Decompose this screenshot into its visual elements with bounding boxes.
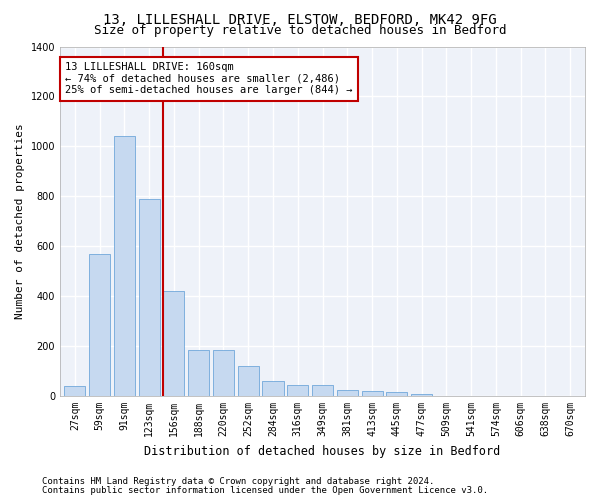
Text: 13 LILLESHALL DRIVE: 160sqm
← 74% of detached houses are smaller (2,486)
25% of : 13 LILLESHALL DRIVE: 160sqm ← 74% of det… [65,62,353,96]
Text: Contains public sector information licensed under the Open Government Licence v3: Contains public sector information licen… [42,486,488,495]
Y-axis label: Number of detached properties: Number of detached properties [15,124,25,319]
Bar [114,136,135,396]
Bar [362,390,383,396]
Bar [89,254,110,396]
Bar [213,350,234,396]
Bar [337,390,358,396]
Bar [386,392,407,396]
Bar [188,350,209,396]
Bar [287,385,308,396]
Bar [312,385,333,396]
Bar [163,291,184,396]
Bar [262,381,284,396]
Text: Size of property relative to detached houses in Bedford: Size of property relative to detached ho… [94,24,506,37]
Bar [411,394,432,396]
Text: 13, LILLESHALL DRIVE, ELSTOW, BEDFORD, MK42 9FG: 13, LILLESHALL DRIVE, ELSTOW, BEDFORD, M… [103,12,497,26]
Bar [64,386,85,396]
Text: Contains HM Land Registry data © Crown copyright and database right 2024.: Contains HM Land Registry data © Crown c… [42,477,434,486]
Bar [139,199,160,396]
X-axis label: Distribution of detached houses by size in Bedford: Distribution of detached houses by size … [145,444,500,458]
Bar [238,366,259,396]
